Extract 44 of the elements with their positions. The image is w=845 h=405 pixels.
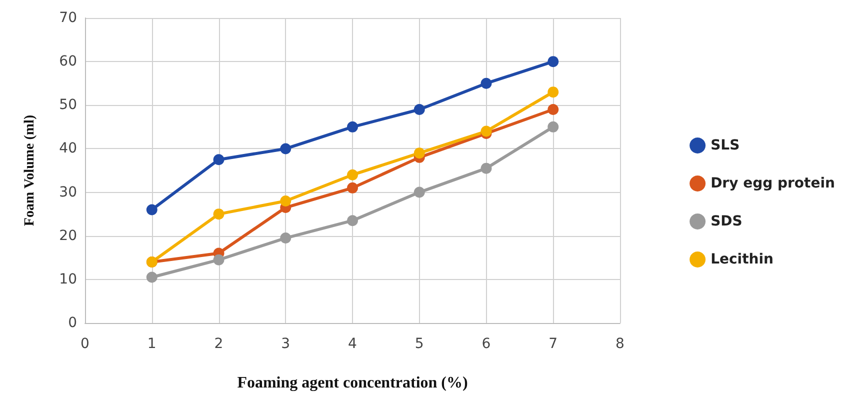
point xyxy=(480,78,492,89)
point xyxy=(280,196,292,206)
y-tick-label: 30 xyxy=(59,184,77,200)
x-tick-label: 1 xyxy=(147,336,156,352)
point xyxy=(347,182,358,194)
legend-label: Lecithin xyxy=(710,252,774,268)
point xyxy=(213,154,224,166)
y-tick-label: 10 xyxy=(59,271,77,288)
x-tick-label: 3 xyxy=(281,336,290,352)
point xyxy=(548,56,559,68)
point xyxy=(347,215,358,226)
y-tick-label: 0 xyxy=(68,315,77,331)
y-tick-label: 70 xyxy=(59,10,77,26)
x-tick-label: 5 xyxy=(414,336,424,352)
point xyxy=(414,186,425,198)
point xyxy=(480,162,492,174)
point xyxy=(280,232,292,244)
point xyxy=(347,169,358,180)
y-tick-label: 60 xyxy=(59,54,77,70)
y-tick-label: 40 xyxy=(59,140,77,157)
point xyxy=(146,204,158,216)
x-tick-label: 8 xyxy=(616,336,624,352)
point xyxy=(213,254,224,266)
point xyxy=(414,104,425,115)
x-tick-label: 0 xyxy=(80,336,90,352)
point xyxy=(414,148,425,159)
point xyxy=(146,272,158,283)
point xyxy=(213,208,224,220)
legend-label: Dry egg protein xyxy=(710,176,836,192)
y-tick-label: 50 xyxy=(59,97,77,114)
x-tick-label: 7 xyxy=(548,336,558,352)
x-tick-label: 4 xyxy=(348,336,358,352)
point xyxy=(548,104,559,115)
x-tick-label: 6 xyxy=(482,336,491,352)
legend-label: SLS xyxy=(710,138,740,154)
point xyxy=(548,86,559,98)
y-tick-label: 20 xyxy=(59,228,77,244)
point xyxy=(548,121,559,132)
y-axis-title: Foam Volume (ml) xyxy=(22,114,38,226)
point xyxy=(347,121,358,132)
x-tick-label: 2 xyxy=(214,336,224,352)
x-axis-title: Foaming agent concentration (%) xyxy=(237,374,468,392)
point xyxy=(280,143,292,154)
legend-label: SDS xyxy=(710,214,742,230)
